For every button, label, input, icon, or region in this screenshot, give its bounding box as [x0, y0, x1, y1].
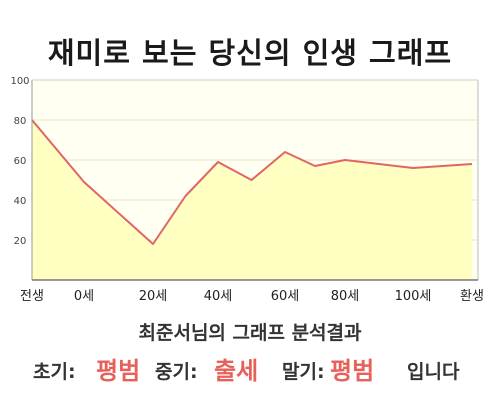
area-fill [32, 120, 472, 280]
x-tick-label: 0세 [74, 289, 94, 304]
x-tick-label: 전생 [20, 289, 44, 304]
x-tick-label: 20세 [139, 289, 168, 304]
result-suffix: 입니다 [407, 361, 460, 383]
y-tick-label: 60 [14, 156, 27, 167]
life-graph-chart: 20 40 60 80 100 전생 0세 20세 40세 60세 80세 100세 환생 [10, 76, 484, 304]
middle-label: 중기: [155, 361, 198, 383]
middle-value: 출세 [214, 357, 259, 385]
series-line [31, 119, 473, 245]
late-value: 평범 [330, 357, 375, 385]
late-label: 말기: [282, 361, 325, 383]
early-label: 초기: [33, 361, 76, 383]
x-tick-label: 60세 [271, 289, 300, 304]
y-tick-label: 80 [14, 116, 27, 127]
early-value: 평범 [96, 357, 141, 385]
y-tick-label: 20 [14, 236, 27, 247]
analysis-result: 초기: 평범 중기: 출세 말기: 평범 입니다 [0, 345, 500, 385]
analysis-heading: 최준서님의 그래프 분석결과 [138, 322, 362, 344]
y-tick-label: 40 [14, 196, 27, 207]
x-tick-label: 환생 [460, 289, 484, 304]
chart-title: 재미로 보는 당신의 인생 그래프 [47, 36, 453, 70]
x-tick-label: 100세 [395, 289, 432, 304]
y-tick-label: 100 [10, 76, 29, 87]
x-tick-label: 40세 [204, 289, 233, 304]
x-tick-label: 80세 [331, 289, 360, 304]
